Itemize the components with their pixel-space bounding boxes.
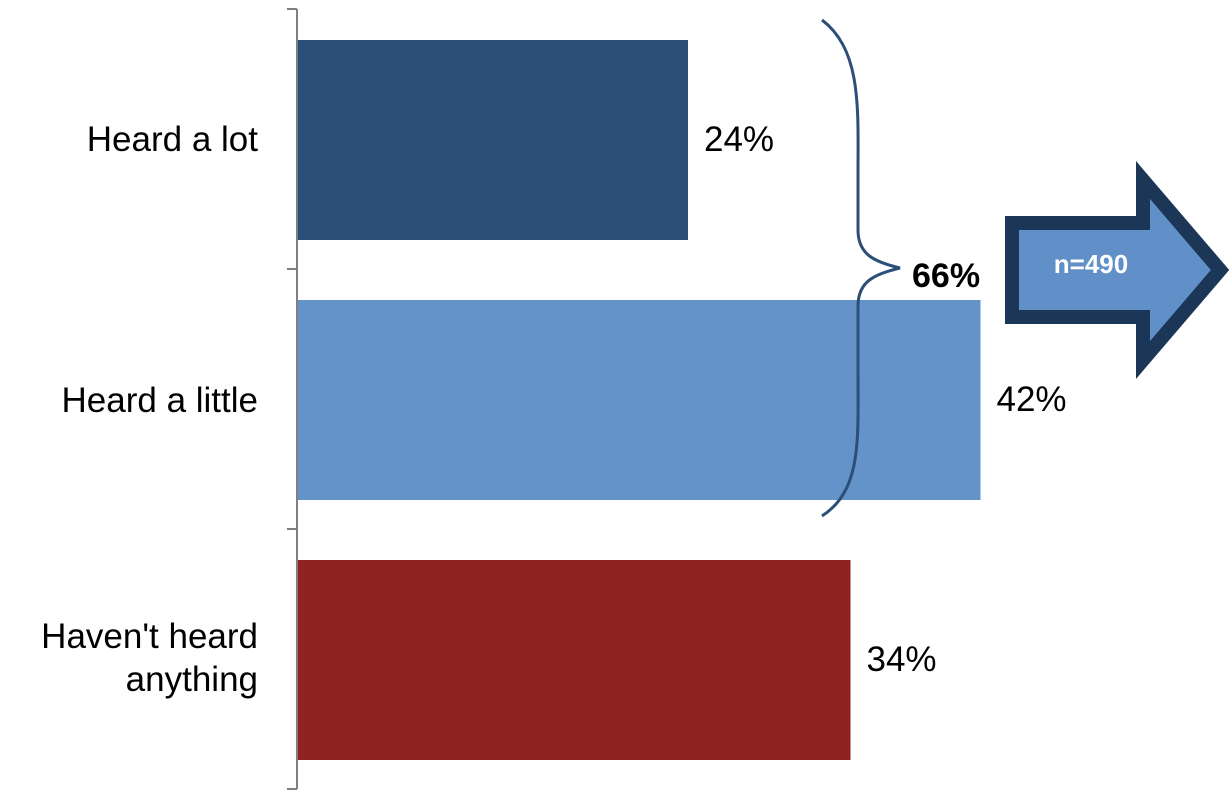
bars-group (298, 40, 981, 760)
arrow-shape (1005, 161, 1230, 379)
category-label-heard-a-lot: Heard a lot (86, 120, 258, 159)
axis-ticks (287, 8, 297, 790)
bar-havent-heard-anything (298, 560, 851, 760)
sample-size-label: n=490 (1053, 249, 1129, 279)
grouping-bracket (821, 18, 901, 518)
value-label-havent-heard-anything: 34% (866, 640, 937, 679)
value-label-heard-a-little: 42% (996, 380, 1067, 419)
category-label-heard-a-little: Heard a little (61, 381, 258, 420)
bar-heard-a-lot (298, 40, 688, 240)
category-label-havent-heard-anything: Haven't heard anything (41, 617, 258, 699)
bracket-total-label: 66% (912, 257, 981, 295)
value-label-heard-a-lot: 24% (704, 120, 775, 159)
bar-heard-a-little (298, 300, 981, 500)
